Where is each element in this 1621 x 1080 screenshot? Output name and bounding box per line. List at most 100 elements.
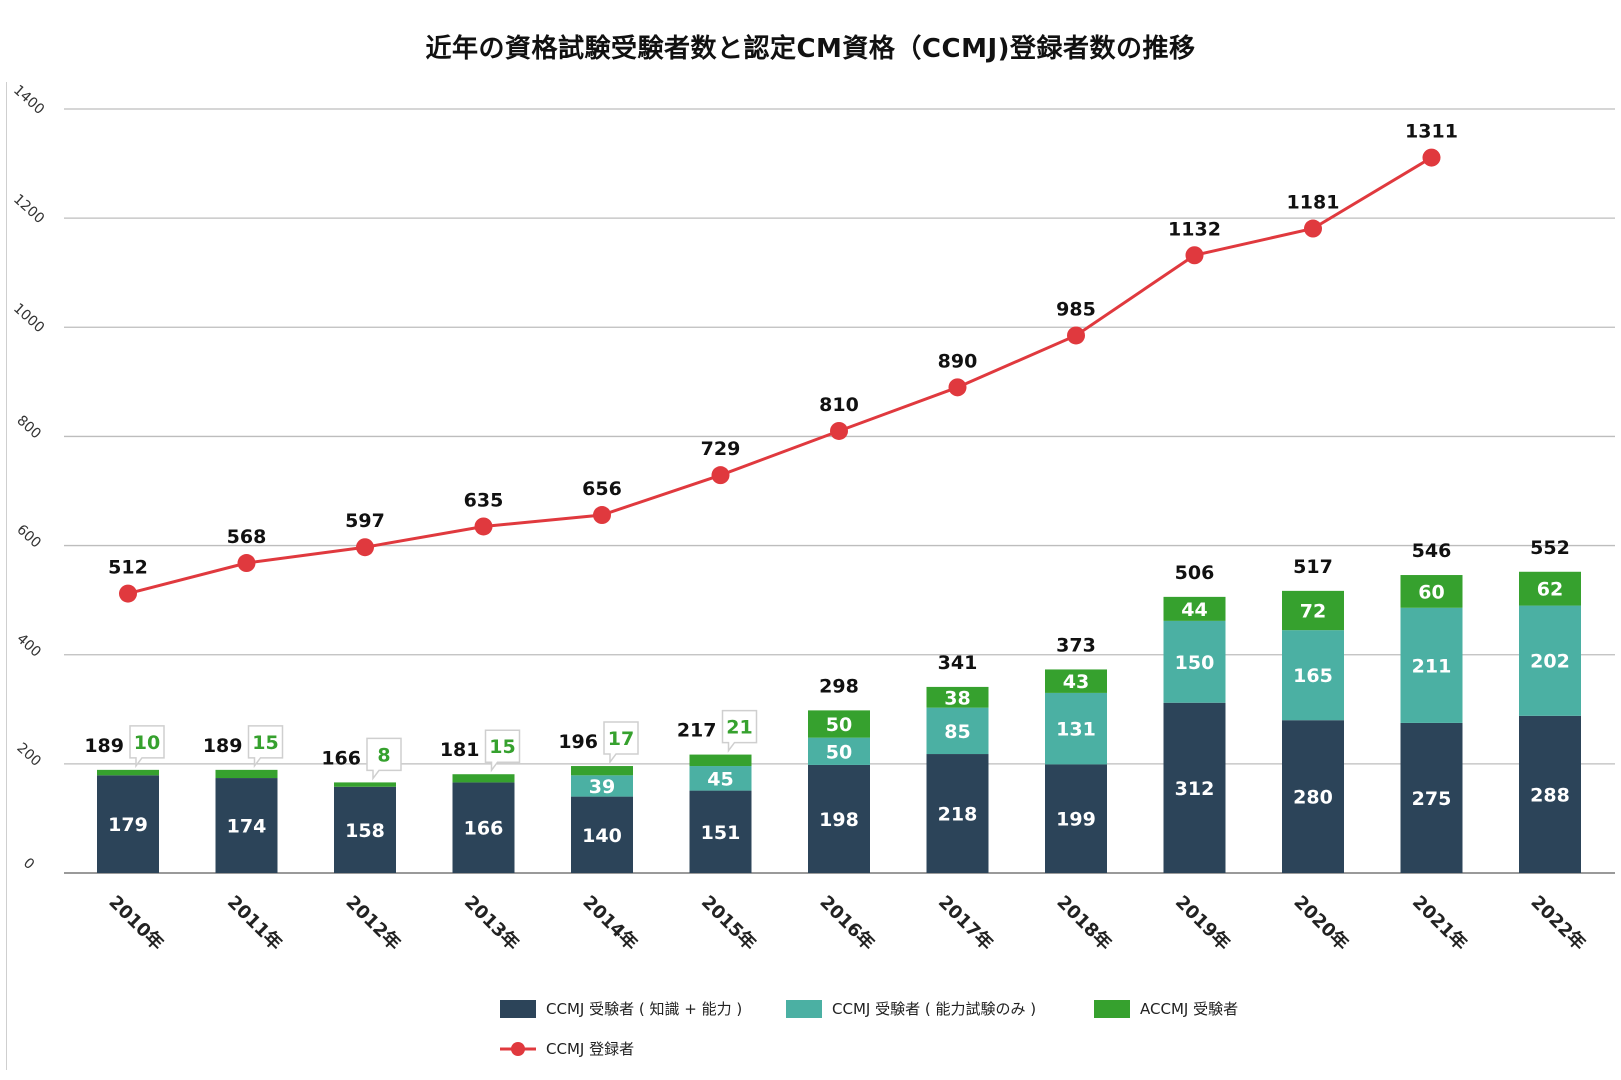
bar-segment [1045,669,1107,693]
x-tick-label: 2019年 [1171,891,1235,955]
bar-value-label: 288 [1530,784,1570,806]
bar-value-label: 43 [1063,671,1089,693]
bar-segment [689,766,752,791]
bar-labels: 179 189 10 174 189 15 158 166 8 166 181 15 140 39 196 1… [84,537,1570,847]
registrant-value-label: 985 [1056,298,1096,320]
bar-segment [808,737,870,765]
callout-value-label: 10 [134,732,160,754]
bar-value-label: 44 [1181,599,1207,621]
bar-value-label: 198 [819,809,859,831]
registrant-value-label: 568 [227,526,267,548]
registrant-line: 512 568 597 635 656 729 810 890 985 1132 1181 1311 [108,121,1458,603]
registrant-value-label: 1132 [1168,218,1221,240]
callout-value-label: 15 [252,732,278,754]
legend-label: CCMJ 登録者 [546,1040,635,1058]
y-tick-label: 200 [13,740,44,770]
bar-total-label: 552 [1530,537,1570,559]
bar-value-label: 174 [227,816,267,838]
bar-segment [1519,715,1581,873]
bar-value-label: 150 [1175,652,1215,674]
bar-segment [215,778,278,873]
bar-total-label: 196 [558,731,598,753]
bar-value-label: 50 [826,714,852,736]
bar-segment [808,764,870,873]
bar-segment [1282,630,1344,721]
bar-total-label: 341 [938,652,978,674]
bar-segment [1400,575,1463,608]
registrant-point [1422,148,1441,167]
bar-segment [334,782,396,787]
x-tick-label: 2010年 [104,891,168,955]
legend-line-marker [500,1041,536,1056]
registrant-value-label: 1181 [1287,192,1340,214]
bar-segment [1045,764,1107,873]
y-tick-label: 1000 [10,300,47,336]
registrant-value-label: 890 [938,350,978,372]
x-tick-label: 2015年 [697,891,761,955]
callout-bubble [721,709,758,753]
y-tick-label: 1400 [10,82,47,118]
callout-bubble [603,721,639,765]
y-tick-label: 0 [20,855,37,873]
bar-total-label: 506 [1175,562,1215,584]
bar-segment [1400,607,1463,723]
bar-segment [452,774,515,783]
bar-segment [571,775,633,797]
bar-value-label: 50 [826,741,852,763]
registrant-point [356,538,374,557]
x-tick-label: 2013年 [460,891,524,955]
bar-segment [571,796,633,873]
bar-value-label: 151 [701,822,741,844]
bar-segment [452,782,515,873]
legend-item-accmj: ACCMJ 受験者 [1094,998,1238,1019]
bar-segment [1400,722,1463,873]
callout-value-label: 8 [377,744,390,766]
bar-segment [97,775,159,873]
legend-swatch [1094,999,1130,1018]
bar-segment [1045,692,1107,765]
registrant-point [237,554,256,573]
bar-value-label: 60 [1418,581,1444,603]
callout-value-label: 15 [489,736,515,758]
bar-value-label: 275 [1412,788,1452,810]
y-tick-label: 1200 [10,191,47,227]
bar-segment [571,766,633,776]
x-tick-label: 2014年 [578,891,642,955]
y-tick-label: 400 [13,631,44,661]
grid-lines [64,108,1615,874]
registrant-line-path [127,156,1433,596]
x-tick-label: 2022年 [1526,891,1590,955]
callout-value-label: 21 [726,717,752,739]
bar-segment [926,754,989,873]
bar-segment [1519,571,1581,606]
legend-item-ability-only: CCMJ 受験者 ( 能力試験のみ ) [786,998,1036,1019]
legend-item-knowledge-ability: CCMJ 受験者 ( 知識 + 能力 ) [500,998,742,1019]
bar-segment [926,707,989,755]
callout-bubble [247,725,284,769]
bar-value-label: 45 [707,768,733,790]
registrant-point [474,517,493,536]
bar-total-label: 373 [1056,634,1096,656]
x-tick-label: 2018年 [1052,891,1116,955]
x-axis-ticks: 2010年 2011年 2012年 2013年 2014年 2015年 2016年 2017年… [104,891,1590,955]
bar-segment [689,754,752,767]
bar-value-label: 218 [938,804,978,826]
bar-segment [1163,596,1226,621]
bar-value-label: 312 [1175,778,1215,800]
registrant-value-label: 729 [701,438,741,460]
bar-segment [1163,620,1226,703]
registrant-value-label: 597 [345,510,385,532]
bar-value-label: 280 [1293,787,1333,809]
bar-total-label: 189 [203,735,243,757]
bar-segment [689,790,752,873]
legend-swatch [500,999,536,1018]
bar-value-label: 166 [464,818,504,840]
bar-total-label: 181 [440,739,480,761]
callout-bubble [484,729,521,773]
bar-segment [926,686,989,708]
registrant-point [1067,326,1085,345]
x-tick-label: 2021年 [1408,891,1472,955]
registrant-point [948,378,967,397]
bar-segment [1519,605,1581,716]
chart-title: 近年の資格試験受験者数と認定CM資格（CCMJ)登録者数の推移 [425,34,1196,64]
